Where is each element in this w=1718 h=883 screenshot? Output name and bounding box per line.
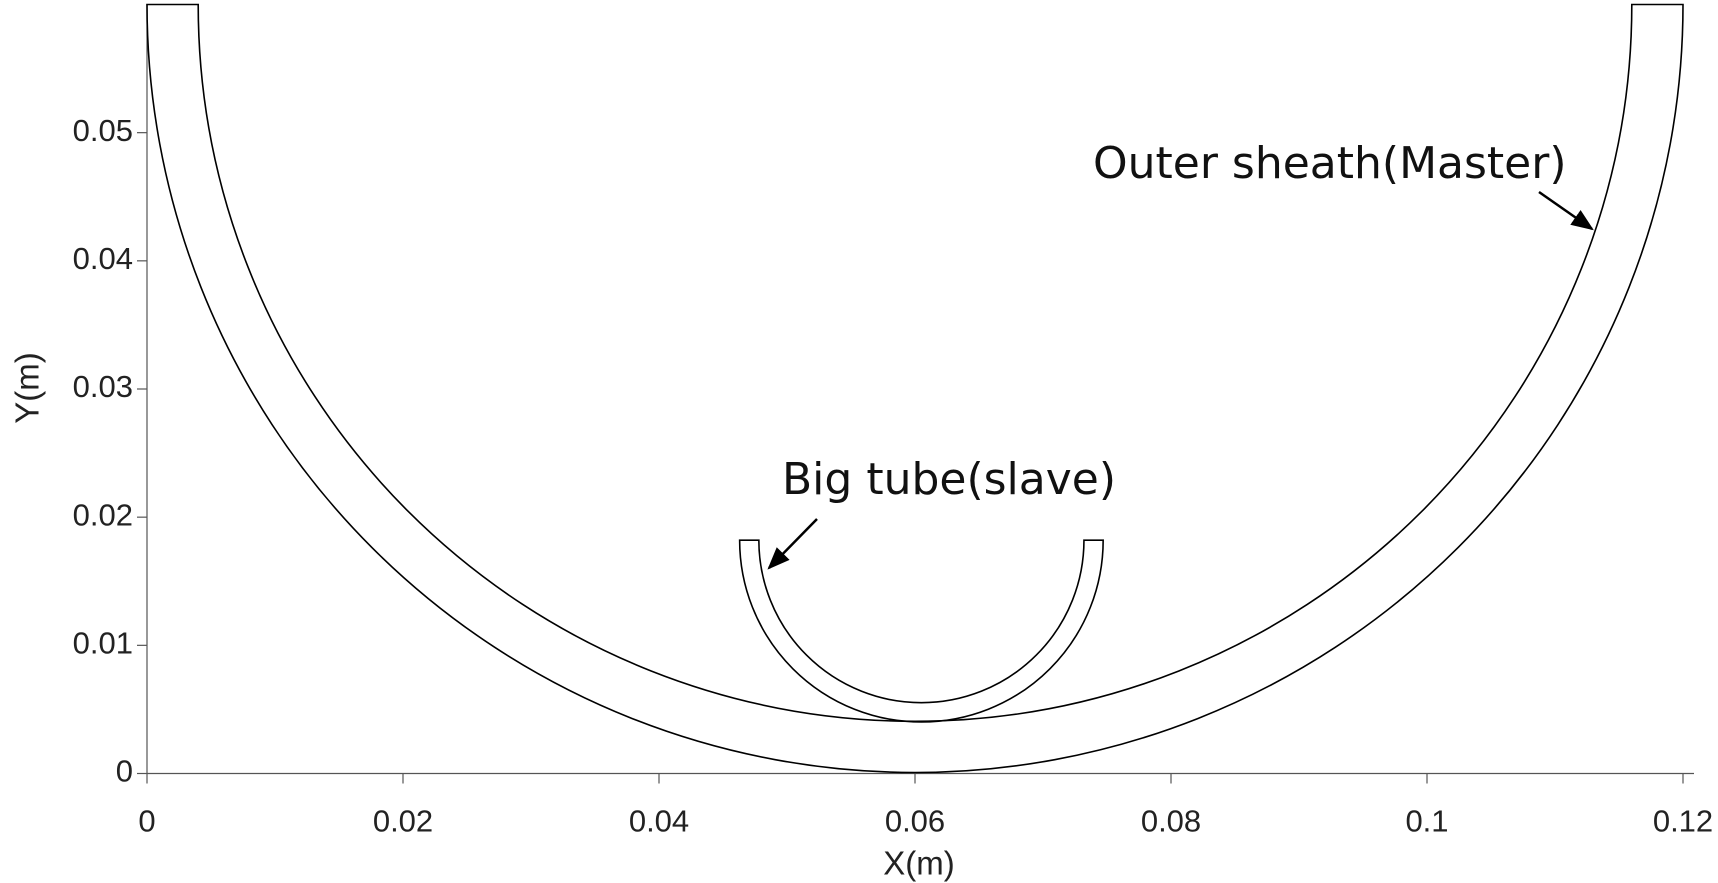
annotation-arrow <box>1538 190 1594 231</box>
y-tick-label: 0.02 <box>73 497 133 532</box>
x-axis-title: X(m) <box>883 845 954 882</box>
annotation: Outer sheath(Master) <box>1093 138 1567 189</box>
x-tick-label: 0.12 <box>1653 804 1713 839</box>
x-tick-label: 0.06 <box>885 804 945 839</box>
x-tick-label: 0.08 <box>1141 804 1201 839</box>
y-axis-title: Y(m) <box>9 352 46 423</box>
y-tick-label: 0.04 <box>73 241 133 276</box>
annotation: Big tube(slave) <box>782 454 1116 505</box>
x-tick-label: 0 <box>138 804 155 839</box>
y-tick-label: 0.01 <box>73 626 133 661</box>
y-tick-label: 0.03 <box>73 369 133 404</box>
half-ring <box>146 3 1684 774</box>
x-tick-label: 0.1 <box>1405 804 1448 839</box>
half-ring <box>738 539 1104 723</box>
x-tick-label: 0.02 <box>373 804 433 839</box>
y-tick-label: 0 <box>116 754 133 789</box>
y-tick-label: 0.05 <box>73 113 133 148</box>
x-tick-label: 0.04 <box>629 804 689 839</box>
annotation-arrow <box>767 518 818 570</box>
